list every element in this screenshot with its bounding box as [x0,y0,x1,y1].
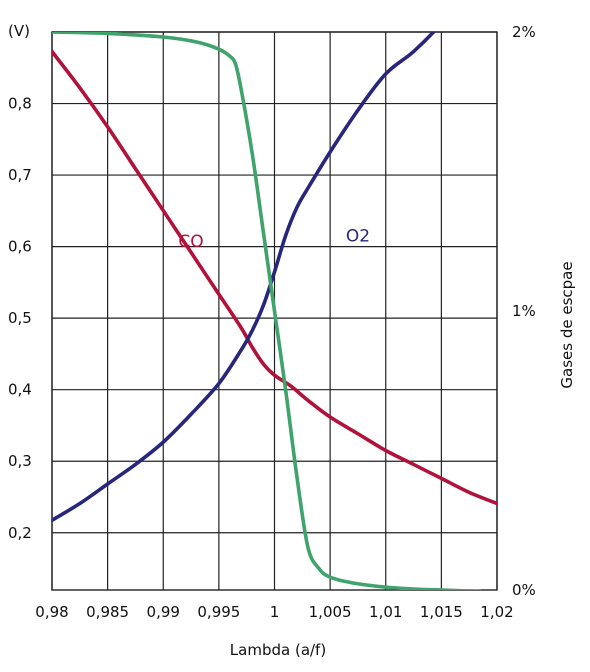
x-tick-label: 0,99 [147,603,180,621]
x-tick-label: 1,015 [420,603,463,621]
x-tick-label: 1,02 [480,603,513,621]
series-line-sensor-voltage [52,32,482,590]
y-left-tick-label: 0,2 [8,524,32,542]
y-right-tick-label: 2% [512,23,536,41]
y-left-tick-label: 0,3 [8,452,32,470]
y-left-tick-label: 0,8 [8,95,32,113]
x-tick-label: 0,995 [197,603,240,621]
x-tick-label: 0,98 [35,603,68,621]
x-tick-label: 1,01 [369,603,402,621]
plot-frame [51,31,498,591]
series-label-co: CO [178,232,203,252]
series-line-o2 [52,32,437,523]
series-label-o2: O2 [346,226,370,246]
series-lines [52,32,497,590]
y-left-unit-label: (V) [8,22,30,40]
y-right-tick-label: 1% [512,302,536,320]
y-left-tick-label: 0,7 [8,166,32,184]
x-axis-title: Lambda (a/f) [230,641,326,659]
y-right-axis-title: Gases de escpae [558,261,576,388]
x-tick-label: 1,005 [309,603,352,621]
tick-labels: 0,98 0,985 0,99 0,995 1 1,005 1,01 1,015 1,02 0,2… [8,23,536,621]
y-left-tick-label: 0,6 [8,238,32,256]
y-left-tick-label: 0,4 [8,381,32,399]
series-line-co [52,49,497,506]
x-tick-label: 0,985 [86,603,129,621]
y-right-tick-label: 0% [512,581,536,599]
y-left-tick-label: 0,5 [8,309,32,327]
x-tick-label: 1 [270,603,280,621]
